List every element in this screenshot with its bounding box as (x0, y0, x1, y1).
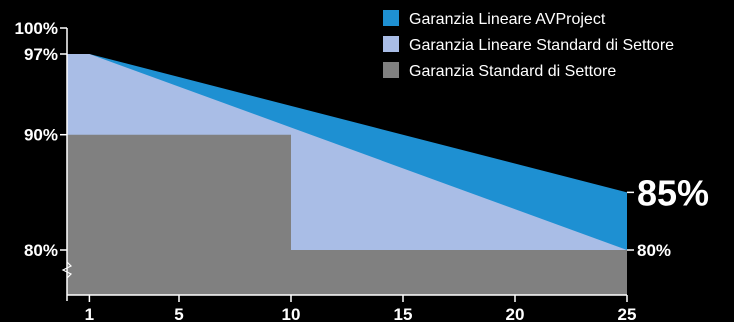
x-tick-label: 15 (394, 305, 413, 322)
chart-legend: Garanzia Lineare AVProject Garanzia Linea… (383, 10, 674, 80)
y-tick-label: 90% (24, 126, 58, 145)
x-tick-label: 10 (282, 305, 301, 322)
legend-swatch (383, 36, 399, 52)
x-tick-label: 20 (506, 305, 525, 322)
legend-swatch (383, 62, 399, 78)
y-tick-label: 100% (15, 19, 58, 38)
x-tick-label: 25 (618, 305, 637, 322)
end-value-label-large: 85% (637, 172, 709, 213)
area-series-3 (67, 134, 627, 295)
chart-areas (67, 54, 627, 295)
legend-label: Garanzia Lineare Standard di Settore (409, 37, 674, 54)
x-tick-label: 5 (174, 305, 183, 322)
axis-break-icon (61, 261, 73, 279)
y-tick-label: 80% (24, 241, 58, 260)
y-tick-label: 97% (24, 45, 58, 64)
legend-label: Garanzia Standard di Settore (409, 63, 616, 80)
end-value-label: 80% (637, 241, 671, 260)
legend-swatch (383, 10, 399, 26)
x-tick-label: 1 (85, 305, 94, 322)
legend-label: Garanzia Lineare AVProject (409, 11, 606, 28)
